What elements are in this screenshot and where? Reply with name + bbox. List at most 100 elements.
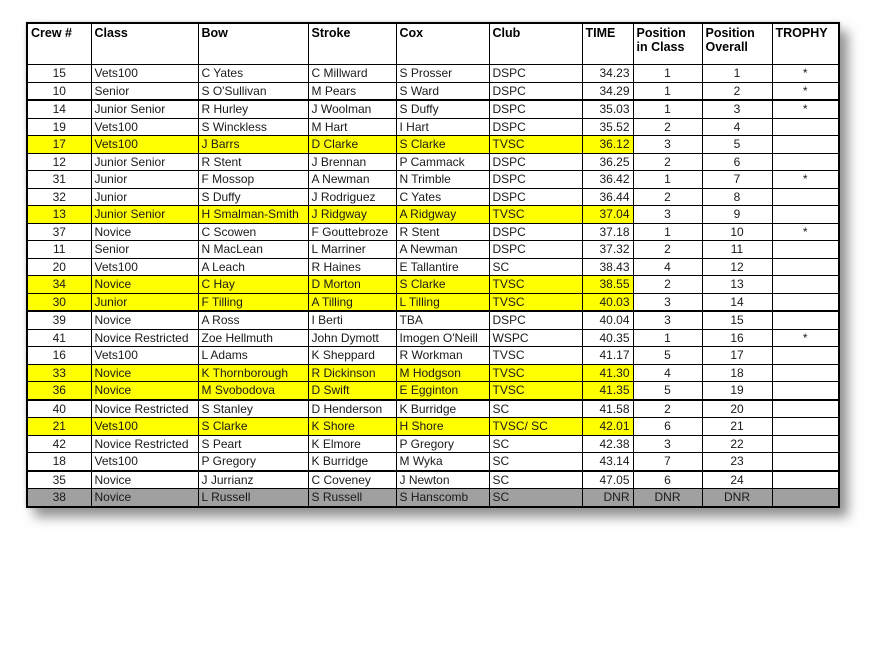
cell-trophy [771,346,840,365]
table-row: 40 Novice Restricted S Stanley D Henderson K… [26,399,840,418]
cell-pos_overall: 2 [701,81,773,101]
cell-club: DSPC [488,170,583,189]
cell-time: 37.18 [581,222,634,241]
cell-cox: P Cammack [395,152,490,171]
cell-cox: S Prosser [395,64,490,83]
cell-trophy [771,187,840,206]
table-row: 11 Senior N MacLean L Marriner A Newman DSPC 3… [26,240,840,259]
cell-pos_overall: 5 [701,135,773,154]
cell-club: SC [488,399,583,418]
cell-stroke: R Haines [307,257,397,276]
table-row: 18 Vets100 P Gregory K Burridge M Wyka SC 43.1… [26,452,840,472]
cell-class: Vets100 [90,135,199,154]
cell-bow: P Gregory [197,452,309,472]
cell-pos_overall: 14 [701,292,773,312]
cell-pos_class: 4 [632,363,703,382]
cell-bow: S Stanley [197,399,309,418]
cell-class: Novice [90,381,199,401]
cell-stroke: J Rodriguez [307,187,397,206]
cell-cox: I Hart [395,117,490,136]
cell-cox: R Stent [395,222,490,241]
cell-time: 38.55 [581,275,634,294]
cell-cox: C Yates [395,187,490,206]
cell-crew: 30 [26,292,92,312]
cell-time: 35.03 [581,99,634,119]
table-row: 15 Vets100 C Yates C Millward S Prosser DSPC 3… [26,64,840,83]
cell-pos_overall: 23 [701,452,773,472]
cell-time: 36.12 [581,135,634,154]
column-header-bow: Bow [197,22,309,65]
cell-class: Senior [90,240,199,259]
column-header-pos_overall: Position Overall [701,22,773,65]
cell-club: TVSC [488,292,583,312]
cell-pos_overall: 7 [701,170,773,189]
cell-bow: S Winckless [197,117,309,136]
cell-pos_overall: 15 [701,310,773,330]
cell-crew: 37 [26,222,92,241]
table-row: 41 Novice Restricted Zoe Hellmuth John Dymo… [26,328,840,347]
cell-pos_class: 2 [632,240,703,259]
cell-time: 41.30 [581,363,634,382]
cell-crew: 13 [26,205,92,224]
cell-pos_class: DNR [632,488,703,507]
cell-time: 47.05 [581,470,634,489]
table-row: 12 Junior Senior R Stent J Brennan P Cammack… [26,152,840,171]
table-row: 33 Novice K Thornborough R Dickinson M Hodgs… [26,363,840,382]
cell-crew: 11 [26,240,92,259]
cell-bow: J Jurrianz [197,470,309,489]
cell-stroke: D Henderson [307,399,397,418]
cell-pos_class: 6 [632,417,703,436]
cell-pos_overall: DNR [701,488,773,507]
cell-club: DSPC [488,81,583,101]
table-row: 10 Senior S O'Sullivan M Pears S Ward DSPC 34.… [26,81,840,101]
cell-stroke: J Woolman [307,99,397,119]
cell-time: DNR [581,488,634,507]
cell-class: Junior Senior [90,152,199,171]
cell-time: 40.03 [581,292,634,312]
cell-trophy: * [771,328,840,347]
cell-pos_overall: 17 [701,346,773,365]
cell-bow: S Clarke [197,417,309,436]
cell-crew: 35 [26,470,92,489]
cell-stroke: John Dymott [307,328,397,347]
cell-trophy [771,240,840,259]
cell-bow: N MacLean [197,240,309,259]
table-row: 16 Vets100 L Adams K Sheppard R Workman TVSC 4… [26,346,840,365]
cell-cox: E Tallantire [395,257,490,276]
cell-pos_overall: 21 [701,417,773,436]
cell-class: Senior [90,81,199,101]
cell-stroke: M Hart [307,117,397,136]
cell-crew: 33 [26,363,92,382]
cell-pos_overall: 22 [701,434,773,453]
cell-club: DSPC [488,99,583,119]
cell-stroke: D Morton [307,275,397,294]
cell-pos_overall: 10 [701,222,773,241]
cell-club: DSPC [488,310,583,330]
cell-bow: S Duffy [197,187,309,206]
cell-stroke: M Pears [307,81,397,101]
cell-class: Junior [90,292,199,312]
cell-trophy [771,470,840,489]
cell-time: 34.29 [581,81,634,101]
cell-bow: F Mossop [197,170,309,189]
cell-pos_class: 4 [632,257,703,276]
table-row: 34 Novice C Hay D Morton S Clarke TVSC 38.55 2 1… [26,275,840,294]
cell-class: Vets100 [90,117,199,136]
table-row: 37 Novice C Scowen F Gouttebroze R Stent DSPC… [26,222,840,241]
cell-cox: N Trimble [395,170,490,189]
cell-stroke: D Clarke [307,135,397,154]
cell-cox: A Ridgway [395,205,490,224]
cell-pos_overall: 24 [701,470,773,489]
table-row: 14 Junior Senior R Hurley J Woolman S Duffy D… [26,99,840,119]
cell-trophy [771,310,840,330]
cell-pos_class: 1 [632,328,703,347]
cell-club: SC [488,434,583,453]
cell-crew: 17 [26,135,92,154]
cell-bow: F Tilling [197,292,309,312]
cell-crew: 20 [26,257,92,276]
cell-bow: R Hurley [197,99,309,119]
cell-trophy: * [771,170,840,189]
cell-bow: C Yates [197,64,309,83]
cell-club: SC [488,488,583,507]
cell-pos_class: 3 [632,135,703,154]
